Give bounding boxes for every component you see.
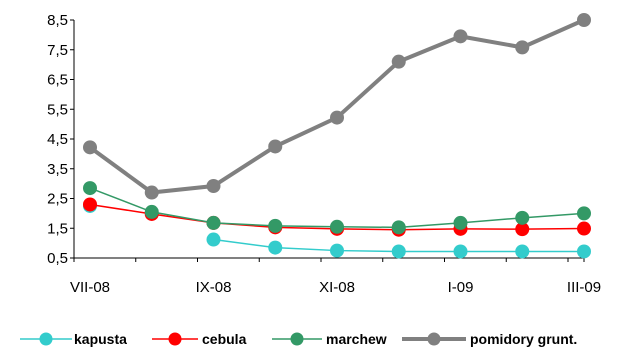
y-tick-label: 6,5 <box>47 72 68 89</box>
data-point <box>453 215 468 230</box>
legend-item: pomidory grunt. <box>402 331 577 347</box>
y-axis-ticks: 0,5 1,5 2,5 3,5 4,5 5,5 6,5 7,5 8,5 <box>47 12 74 267</box>
data-point <box>515 40 530 55</box>
data-point <box>577 244 591 259</box>
legend-label: cebula <box>202 331 247 347</box>
data-point <box>330 219 344 234</box>
legend-marker <box>427 332 441 346</box>
data-point <box>144 185 159 200</box>
y-tick-label: 8,5 <box>47 12 68 29</box>
x-axis-ticks: VII-08 IX-08 XI-08 I-09 III-09 <box>70 258 601 296</box>
chart-series <box>83 13 591 259</box>
x-tick-label: XI-08 <box>319 279 355 296</box>
series-line <box>88 18 585 195</box>
data-point <box>577 13 591 27</box>
y-tick-label: 5,5 <box>47 101 68 118</box>
legend-item: cebula <box>152 331 247 347</box>
legend-marker <box>290 332 304 346</box>
data-point <box>391 244 406 259</box>
data-point <box>330 243 344 258</box>
chart-legend: kapusta cebula marchew pomidory grunt. <box>20 331 577 347</box>
x-tick-label: VII-08 <box>70 279 110 296</box>
data-point <box>515 222 530 237</box>
data-point <box>577 221 591 236</box>
data-point <box>577 206 591 221</box>
y-tick-label: 2,5 <box>47 191 68 208</box>
data-point <box>83 140 97 155</box>
legend-label: kapusta <box>74 331 127 347</box>
y-tick-label: 3,5 <box>47 161 68 178</box>
data-point <box>206 215 221 230</box>
data-point <box>453 244 468 259</box>
chart-axes <box>73 20 584 259</box>
legend-label: pomidory grunt. <box>470 331 577 347</box>
series-pomidory-grunt- <box>83 13 591 200</box>
data-point <box>330 110 344 125</box>
data-point <box>391 54 406 69</box>
y-tick-label: 7,5 <box>47 42 68 59</box>
data-point <box>268 139 283 154</box>
data-point <box>206 179 221 194</box>
x-tick-label: IX-08 <box>196 279 232 296</box>
y-tick-label: 0,5 <box>47 250 68 267</box>
legend-marker <box>39 332 53 346</box>
data-point <box>144 204 159 219</box>
data-point <box>268 240 283 255</box>
data-point <box>515 210 530 225</box>
data-point <box>206 232 221 247</box>
data-point <box>83 181 97 196</box>
legend-label: marchew <box>326 331 387 347</box>
data-point <box>391 220 406 235</box>
series-marchew <box>83 181 591 235</box>
x-tick-label: III-09 <box>567 279 601 296</box>
data-point <box>268 218 283 233</box>
data-point <box>83 197 97 212</box>
legend-item: kapusta <box>20 331 127 347</box>
y-tick-label: 4,5 <box>47 131 68 148</box>
legend-marker <box>168 332 182 346</box>
y-tick-label: 1,5 <box>47 220 68 237</box>
data-point <box>515 244 530 259</box>
x-tick-label: I-09 <box>448 279 474 296</box>
data-point <box>453 29 468 44</box>
legend-item: marchew <box>272 331 387 347</box>
